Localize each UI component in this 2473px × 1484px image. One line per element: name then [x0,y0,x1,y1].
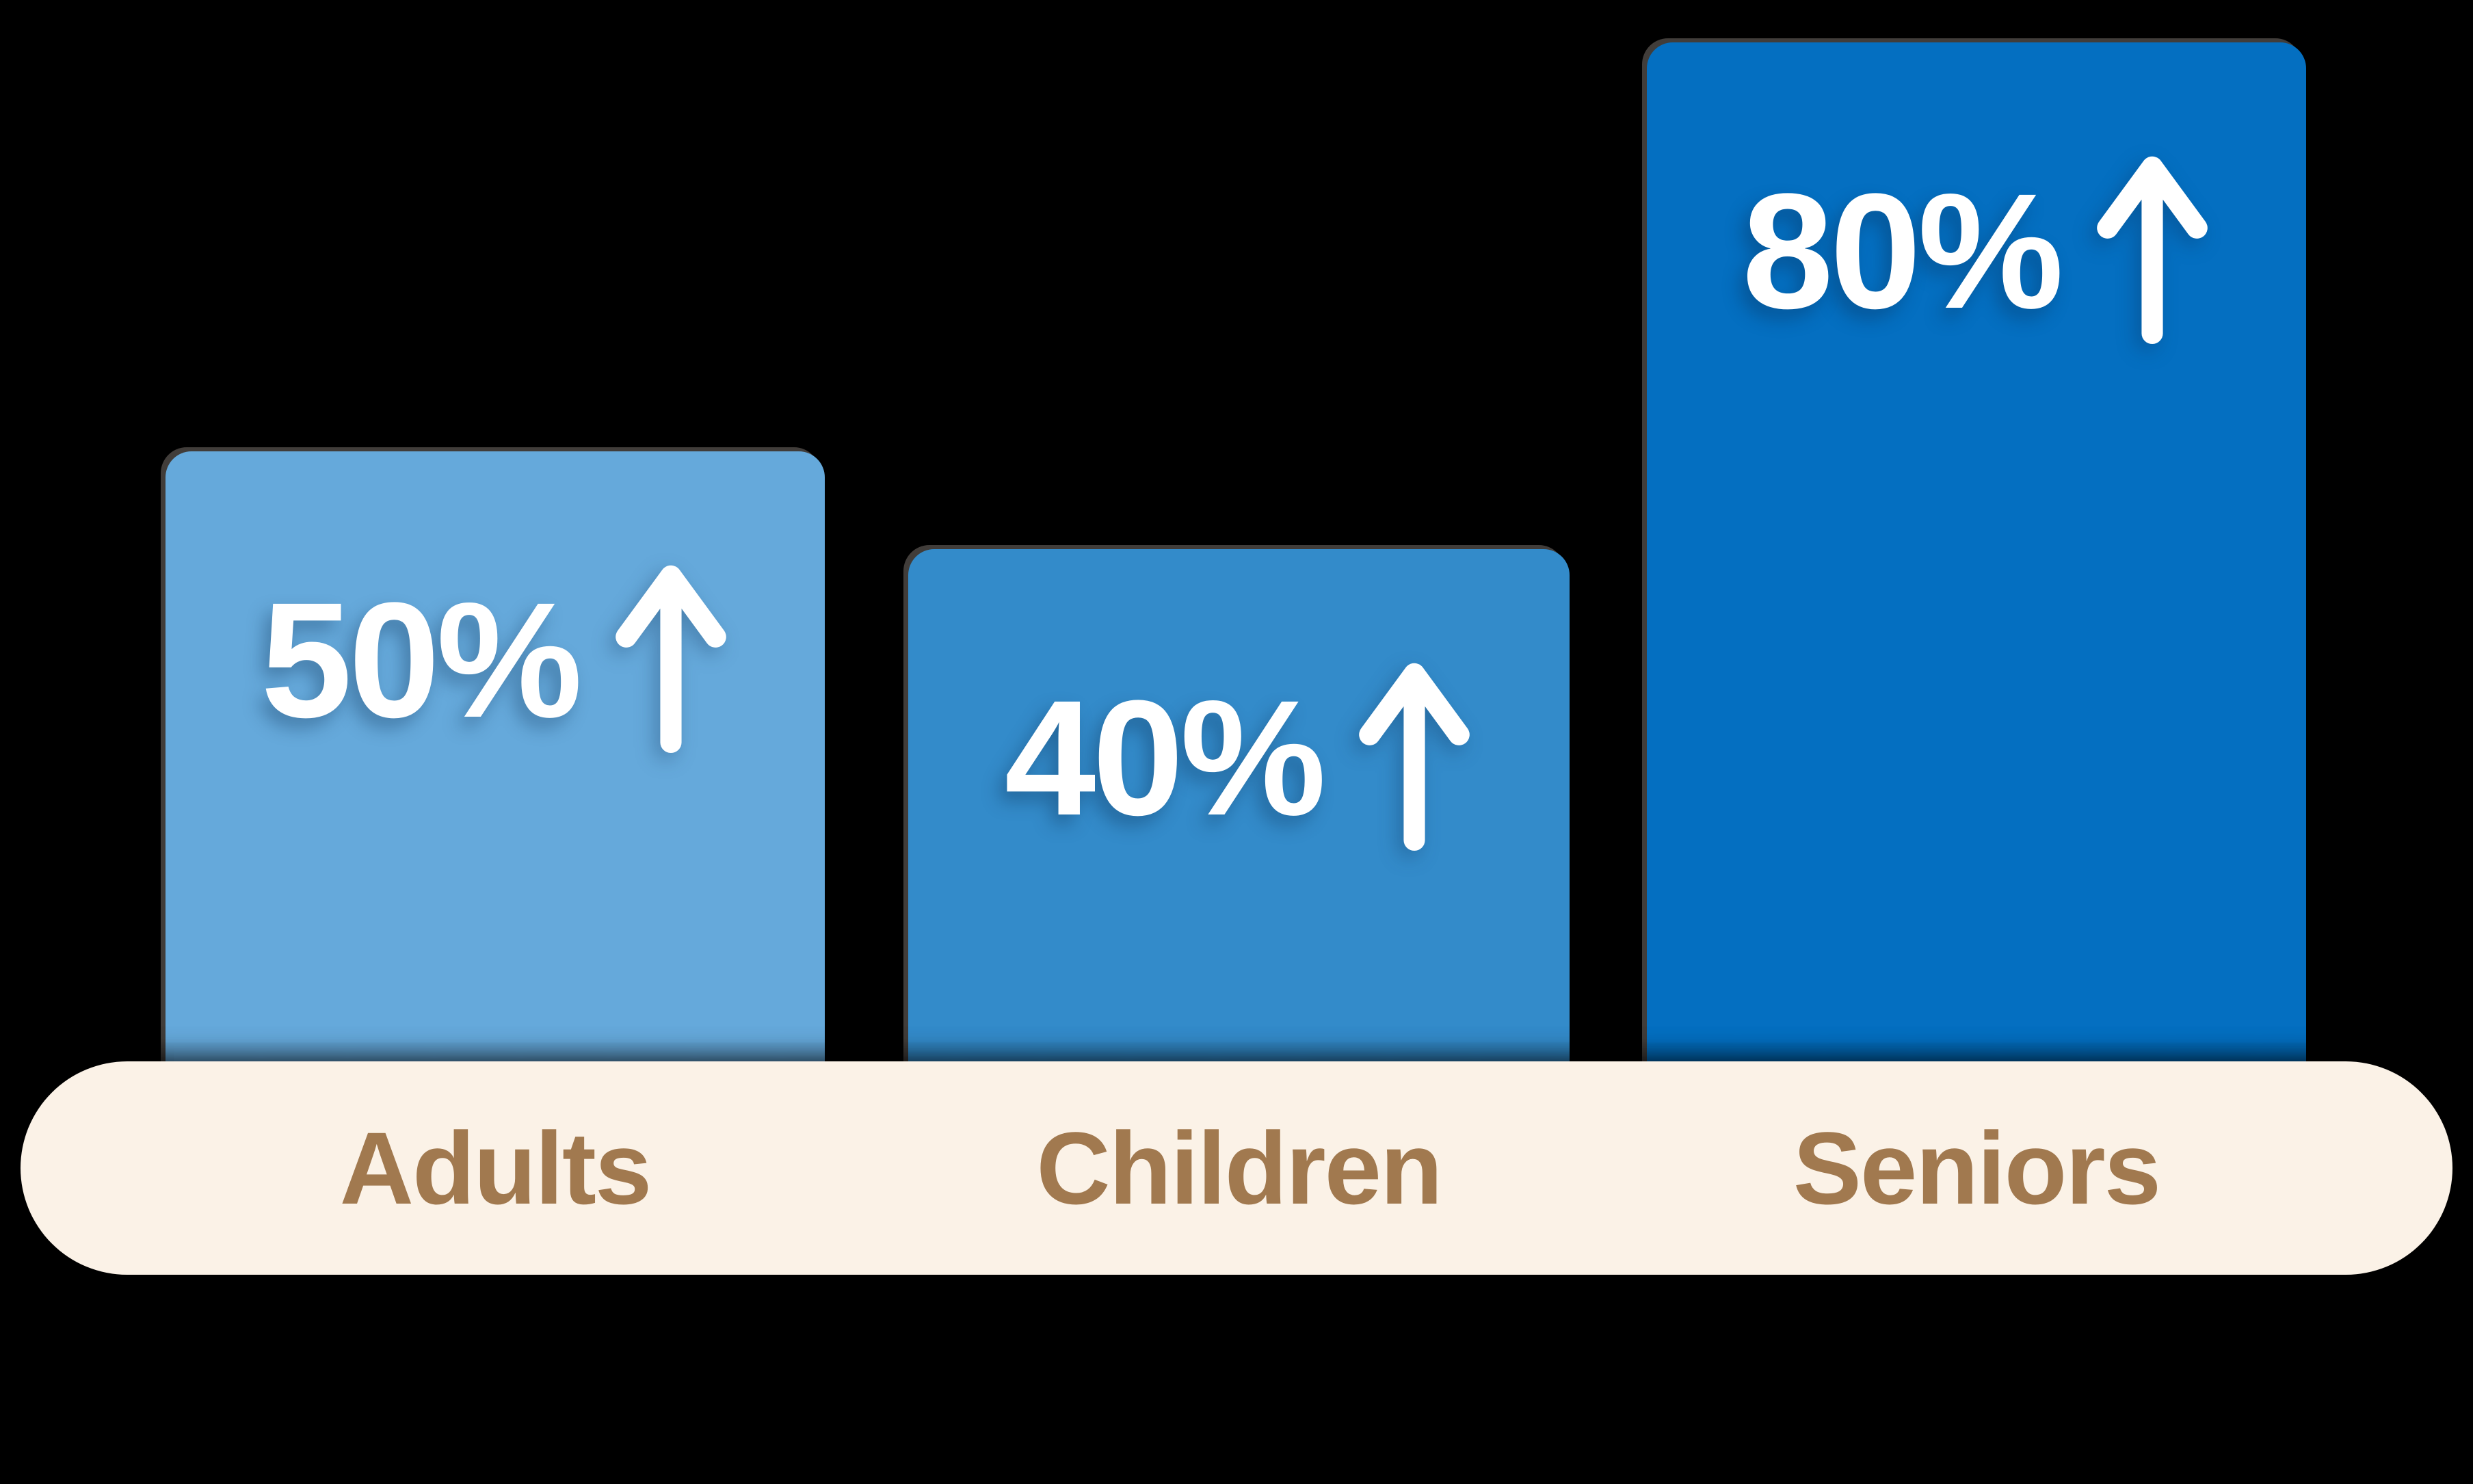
up-arrow-icon [2096,156,2208,345]
category-band: Adults Children Seniors [21,1061,2452,1275]
up-arrow-icon [615,565,726,754]
bar-adults: 50% [166,451,825,1116]
up-arrow-icon [1359,663,1470,851]
value-row-children: 40% [908,645,1570,871]
value-label-seniors: 80% [1742,159,2063,343]
value-row-adults: 50% [166,547,825,773]
category-label-children: Children [1036,1110,1442,1225]
bar-seniors: 80% [1647,42,2306,1116]
category-label-seniors: Seniors [1793,1110,2161,1225]
value-label-adults: 50% [261,568,582,752]
bar-children: 40% [908,549,1570,1116]
value-label-children: 40% [1004,666,1326,849]
category-label-adults: Adults [339,1110,652,1225]
value-row-seniors: 80% [1647,138,2306,364]
